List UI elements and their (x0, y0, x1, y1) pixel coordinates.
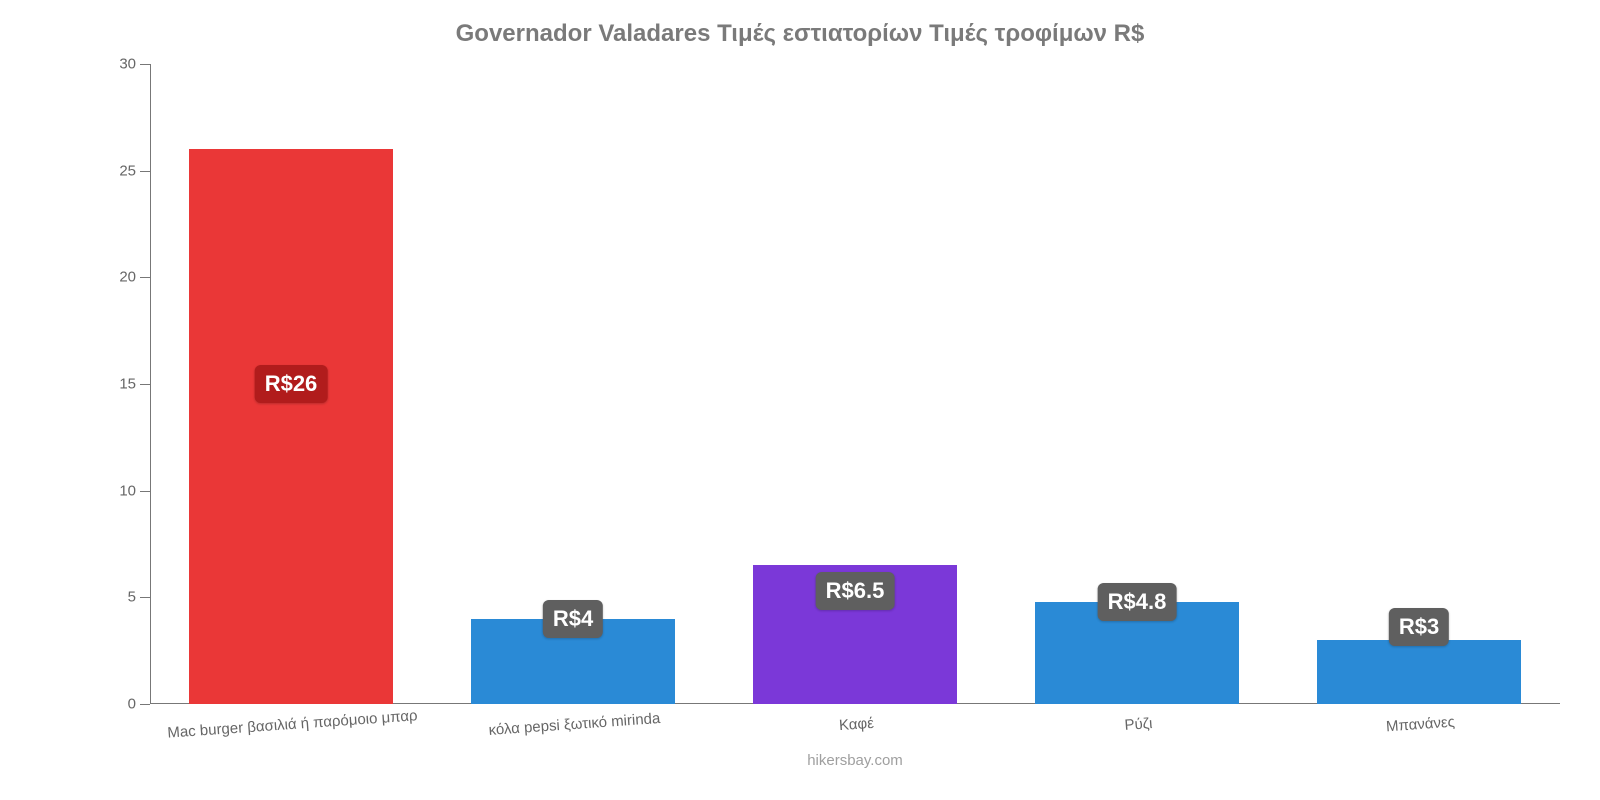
y-tick-label: 15 (119, 376, 150, 393)
attribution-text: hikersbay.com (807, 752, 903, 769)
y-tick-label: 25 (119, 162, 150, 179)
price-bar-chart: Governador Valadares Τιμές εστιατορίων Τ… (0, 0, 1600, 800)
bar-value-label: R$4.8 (1098, 583, 1177, 621)
x-category-label: Καφέ (838, 703, 875, 734)
x-category-label: κόλα pepsi ξωτικό mirinda (487, 698, 661, 739)
bar-value-label: R$3 (1389, 608, 1449, 646)
y-tick-label: 10 (119, 482, 150, 499)
x-category-label: Ρύζι (1123, 703, 1153, 734)
y-tick-label: 20 (119, 269, 150, 286)
chart-title: Governador Valadares Τιμές εστιατορίων Τ… (40, 20, 1560, 48)
bar-value-label: R$4 (543, 600, 603, 638)
plot-area: 051015202530R$26Mac burger βασιλιά ή παρ… (150, 64, 1560, 704)
bar-value-label: R$26 (255, 365, 328, 403)
y-tick-label: 30 (119, 56, 150, 73)
x-category-label: Μπανάνες (1385, 702, 1456, 736)
y-tick-label: 0 (128, 696, 150, 713)
y-axis (150, 64, 151, 704)
y-tick-label: 5 (128, 589, 150, 606)
bar (189, 149, 392, 704)
bar-value-label: R$6.5 (816, 572, 895, 610)
bar (1317, 640, 1520, 704)
